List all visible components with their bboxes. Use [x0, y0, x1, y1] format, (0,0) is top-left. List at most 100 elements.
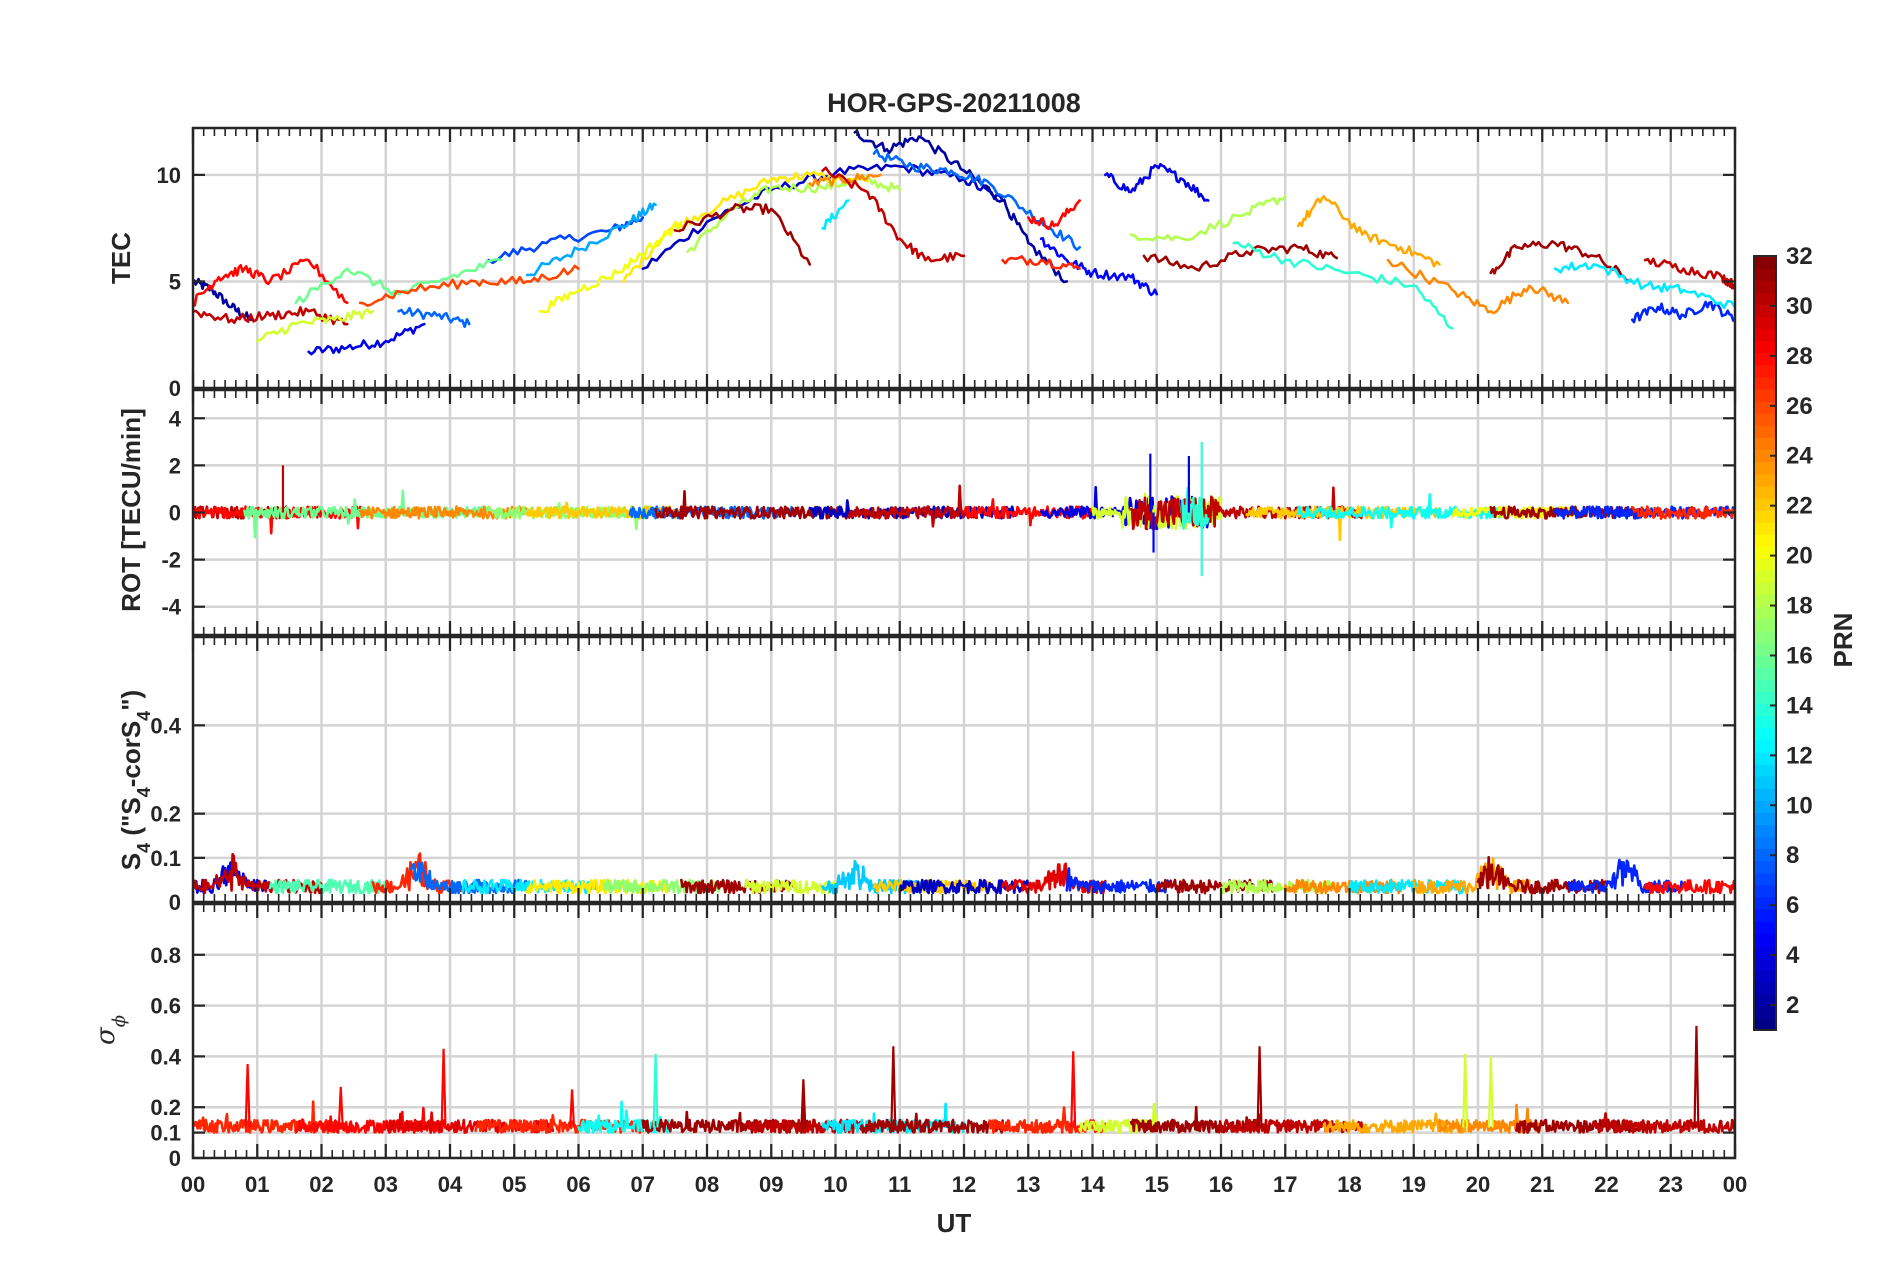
colorbar-tick-label: 26 — [1786, 393, 1813, 420]
colorbar-swatch — [1754, 473, 1776, 487]
rot-major-ticks — [191, 390, 1737, 635]
x-tick-label: 10 — [823, 1172, 847, 1197]
sigphi-ytick-label: 0.2 — [150, 1095, 181, 1120]
colorbar-swatch — [1754, 667, 1776, 680]
tec-series-prn-10 — [525, 202, 657, 277]
x-tick-label: 02 — [309, 1172, 333, 1197]
colorbar-swatch — [1754, 945, 1776, 959]
sigphi-ytick-label: 0 — [169, 1146, 181, 1171]
colorbar-tick-label: 2 — [1786, 992, 1799, 1019]
s4-ytick-label: 0 — [169, 890, 181, 915]
rot-series-prn-30 — [847, 484, 979, 528]
x-axis-label: UT — [937, 1208, 972, 1238]
colorbar-swatch — [1754, 655, 1776, 668]
tec-major-ticks — [191, 128, 1737, 390]
x-tick-label: 21 — [1530, 1172, 1554, 1197]
s4-grid — [193, 637, 1735, 902]
sigphi-ytick-label: 0.4 — [150, 1044, 181, 1069]
sigphi-major-ticks — [191, 904, 1737, 1160]
colorbar-tick-label: 28 — [1786, 343, 1813, 370]
colorbar-swatch — [1754, 739, 1776, 753]
tec-series-prn-12 — [1553, 261, 1735, 310]
colorbar-swatch — [1754, 921, 1776, 934]
colorbar-swatch — [1754, 1017, 1776, 1031]
x-tick-label: 20 — [1466, 1172, 1490, 1197]
tec-series-prn-5 — [1039, 237, 1159, 297]
sigphi-spike — [440, 1048, 447, 1128]
tec-series-prn-12 — [821, 199, 850, 231]
x-tick-label: 18 — [1337, 1172, 1361, 1197]
panel-rot: -4 -2 0 2 4 — [161, 388, 1737, 637]
colorbar-swatch — [1754, 485, 1776, 499]
sigphi-traces — [193, 1025, 1735, 1134]
colorbar-swatch — [1754, 534, 1776, 547]
sigphi-series-prn-13 — [577, 1100, 670, 1134]
tec-traces — [193, 129, 1735, 356]
colorbar-swatch — [1754, 763, 1776, 777]
colorbar-tick-label: 8 — [1786, 842, 1799, 869]
colorbar-swatch — [1754, 788, 1776, 801]
colorbar-swatch — [1754, 413, 1776, 426]
tec-series-prn-27 — [1001, 255, 1081, 270]
colorbar-swatch — [1754, 352, 1776, 366]
colorbar-swatch — [1754, 268, 1776, 281]
sigphi-ytick-label: 0.1 — [150, 1121, 181, 1146]
tec-series-prn-18 — [1129, 194, 1287, 242]
tec-series-prn-4 — [1104, 162, 1210, 202]
colorbar-swatch — [1754, 909, 1776, 922]
colorbar-swatch — [1754, 425, 1776, 439]
colorbar-label: PRN — [1828, 613, 1858, 668]
colorbar-swatch — [1754, 630, 1776, 644]
panel-s4: 0 0.1 0.2 0.4 — [150, 635, 1737, 915]
sigphi-spike — [337, 1086, 344, 1128]
colorbar-tick-label: 18 — [1786, 593, 1813, 620]
tec-series-prn-2 — [853, 129, 1069, 284]
colorbar-tick-label: 30 — [1786, 293, 1813, 320]
sigphi-ylabel: σϕ — [91, 1015, 130, 1045]
s4-ytick-label: 0.4 — [150, 713, 181, 738]
tec-grid — [193, 128, 1735, 388]
x-tick-label: 15 — [1145, 1172, 1169, 1197]
colorbar-swatch — [1754, 981, 1776, 995]
tec-series-prn-30 — [821, 166, 966, 263]
s4-series-prn-8 — [410, 861, 529, 895]
s4-ylabel: S4 ("S4-corS4") — [116, 690, 154, 870]
colorbar-swatch — [1754, 957, 1776, 971]
x-tick-labels: 00 01 02 03 04 05 06 07 08 09 10 11 12 13 14 15 16 17 18 19… — [181, 1172, 1747, 1197]
colorbar-swatch — [1754, 606, 1776, 620]
sigphi-spike — [800, 1079, 807, 1128]
colorbar-swatch — [1754, 449, 1776, 463]
x-tick-label: 09 — [759, 1172, 783, 1197]
colorbar-swatch — [1754, 364, 1776, 378]
colorbar-tick-label: 22 — [1786, 493, 1813, 520]
colorbar-tick-label: 20 — [1786, 543, 1813, 570]
colorbar-swatch — [1754, 679, 1776, 692]
colorbar-swatch — [1754, 800, 1776, 813]
sigphi-spike — [1462, 1053, 1469, 1128]
s4-series-prn-23 — [1412, 857, 1531, 895]
colorbar-swatch — [1754, 340, 1776, 354]
colorbar-swatch — [1754, 896, 1776, 910]
rot-ytick-label: 0 — [169, 501, 181, 526]
sigphi-series-prn-31 — [859, 1112, 1004, 1134]
colorbar-swatch — [1754, 812, 1776, 826]
sigphi-ytick-label: 0.6 — [150, 994, 181, 1019]
colorbar-swatch — [1754, 546, 1776, 559]
tec-series-prn-31 — [1142, 243, 1338, 272]
colorbar-swatch — [1754, 691, 1776, 705]
x-tick-label: 14 — [1080, 1172, 1105, 1197]
panel-tec: 0 5 10 — [157, 126, 1737, 401]
sigphi-spike — [890, 1046, 897, 1128]
sigphi-spike — [1487, 1056, 1494, 1128]
colorbar-swatch — [1754, 703, 1776, 717]
sigphi-series-prn-28 — [294, 1106, 439, 1134]
tec-ytick-label: 0 — [169, 376, 181, 401]
s4-series-prn-19 — [744, 878, 837, 895]
s4-series-prn-29 — [1001, 862, 1107, 895]
colorbar-tick-label: 4 — [1786, 942, 1800, 969]
rot-series-prn-27 — [1630, 505, 1735, 520]
s4-series-prn-6 — [1065, 867, 1171, 895]
colorbar-tick-label: 12 — [1786, 742, 1813, 769]
colorbar-swatch — [1754, 969, 1776, 983]
